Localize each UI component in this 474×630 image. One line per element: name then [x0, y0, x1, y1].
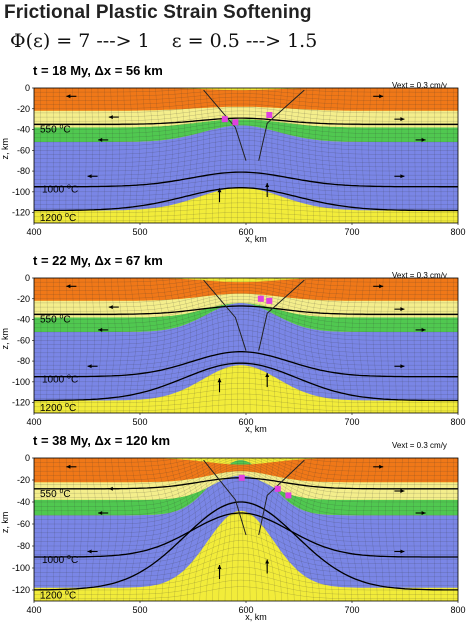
- shear-zone-right: [258, 89, 305, 161]
- x-tick-label: 600: [238, 227, 253, 237]
- panel-3-model: 0 -20 -40 -60 -80 -100 -120 400 500 600 700 800 x, k…: [0, 453, 466, 622]
- figure-title: Frictional Plastic Strain Softening: [4, 2, 312, 23]
- tracer-marker: [285, 492, 292, 499]
- epsilon-expression: ε = 0.5 ---> 1.5: [171, 30, 318, 52]
- x-axis-label: x, km: [245, 234, 267, 244]
- z-tick-label: -60: [17, 335, 30, 345]
- x-tick-label: 500: [132, 417, 147, 427]
- z-tick-label: -120: [12, 208, 30, 218]
- x-axis-label: x, km: [245, 424, 267, 434]
- z-tick-label: -120: [12, 398, 30, 408]
- x-tick-label: 400: [26, 605, 41, 615]
- panel-1-vext: Vext = 0.3 cm/y: [392, 81, 447, 90]
- z-tick-label: -80: [17, 541, 30, 551]
- x-tick-label: 800: [450, 227, 465, 237]
- isotherm-1200-label: 1200 oC: [40, 589, 76, 601]
- z-tick-label: -100: [12, 563, 30, 573]
- mantle-lithosphere-layer: [34, 460, 458, 516]
- x-tick-label: 600: [238, 605, 253, 615]
- isotherm-1200-label: 1200 oC: [40, 212, 76, 224]
- upper-crust-layer: [34, 458, 458, 483]
- panel-1-title: t = 18 My, Δx = 56 km: [33, 63, 163, 78]
- panel-3-vext: Vext = 0.3 cm/y: [392, 441, 447, 450]
- tracer-marker: [266, 112, 273, 118]
- isotherm-1200: [34, 187, 458, 212]
- z-tick-label: -40: [17, 125, 30, 135]
- isotherm-550-label: 550 oC: [40, 488, 71, 500]
- tracer-marker: [257, 295, 264, 302]
- x-tick-label: 500: [132, 605, 147, 615]
- z-tick-label: -100: [12, 187, 30, 197]
- panel-2-model: 0 -20 -40 -60 -80 -100 -120 400 500 600 700 800 x, k…: [0, 273, 466, 434]
- x-tick-label: 700: [344, 605, 359, 615]
- z-tick-label: -120: [12, 585, 30, 595]
- isotherm-1200-label: 1200 oC: [40, 402, 76, 414]
- shear-zone-left: [203, 279, 247, 351]
- tracer-marker: [221, 116, 228, 123]
- isotherm-1000-label: 1000 oC: [42, 554, 78, 566]
- panel-2-title: t = 22 My, Δx = 67 km: [33, 253, 163, 268]
- tracer-marker: [232, 119, 239, 126]
- panel-3-title: t = 38 My, Δx = 120 km: [33, 433, 171, 448]
- tracer-marker: [238, 474, 245, 481]
- z-tick-label: -20: [17, 104, 30, 114]
- z-tick-label: 0: [25, 453, 30, 463]
- x-tick-label: 700: [344, 417, 359, 427]
- z-tick-label: -20: [17, 294, 30, 304]
- z-tick-label: -40: [17, 315, 30, 325]
- panel-2-vext: Vext = 0.3 cm/y: [392, 271, 447, 280]
- strong-mantle-layer: [34, 125, 458, 211]
- z-axis-label: z, km: [0, 512, 10, 533]
- isotherm-550: [34, 305, 458, 315]
- lower-crust-layer: [34, 106, 458, 128]
- isotherm-1000: [34, 351, 458, 378]
- z-tick-label: -80: [17, 166, 30, 176]
- x-tick-label: 700: [344, 227, 359, 237]
- z-tick-label: -40: [17, 497, 30, 507]
- mantle-lithosphere-layer: [34, 119, 458, 142]
- lower-crust-layer: [34, 293, 458, 318]
- isotherm-1200: [34, 501, 458, 591]
- isotherm-550-label: 550 oC: [40, 124, 71, 136]
- z-tick-label: 0: [25, 83, 30, 93]
- x-axis-label: x, km: [245, 612, 267, 622]
- lower-crust-layer: [34, 471, 458, 500]
- x-tick-label: 800: [450, 417, 465, 427]
- z-tick-label: -20: [17, 475, 30, 485]
- shear-zone-right: [258, 279, 305, 351]
- shear-zone-left: [203, 459, 247, 536]
- x-tick-label: 800: [450, 605, 465, 615]
- shear-zone-left: [203, 89, 247, 161]
- phi-expression: Φ(ε) = 7 ---> 1: [10, 30, 150, 52]
- x-tick-label: 400: [26, 227, 41, 237]
- isotherm-550: [34, 117, 458, 125]
- isotherm-1000-label: 1000 oC: [42, 374, 78, 386]
- isotherm-1000: [34, 512, 458, 558]
- z-axis-label: z, km: [0, 138, 10, 160]
- tracer-marker: [274, 485, 281, 492]
- panel-1-model: 0 -20 -40 -60 -80 -100 -120 400 500 600 700 800 x, k…: [0, 83, 466, 244]
- isotherm-550-label: 550 oC: [40, 314, 71, 326]
- tracer-marker: [266, 297, 273, 304]
- strong-mantle-layer: [34, 460, 458, 588]
- shear-zone-right: [258, 459, 305, 536]
- isotherm-1200: [34, 362, 458, 402]
- upper-crust-layer: [34, 88, 458, 111]
- x-tick-label: 400: [26, 417, 41, 427]
- z-tick-label: -60: [17, 145, 30, 155]
- isotherm-1000: [34, 171, 458, 188]
- z-axis-label: z, km: [0, 328, 10, 350]
- isotherm-1000-label: 1000 oC: [42, 184, 78, 196]
- z-tick-label: -100: [12, 377, 30, 387]
- upper-crust-layer: [34, 278, 458, 301]
- isotherm-550: [34, 477, 458, 490]
- x-tick-label: 600: [238, 417, 253, 427]
- z-tick-label: 0: [25, 273, 30, 283]
- mantle-lithosphere-layer: [34, 302, 458, 332]
- z-tick-label: -80: [17, 356, 30, 366]
- z-tick-label: -60: [17, 519, 30, 529]
- x-tick-label: 500: [132, 227, 147, 237]
- softening-formula: Φ(ε) = 7 ---> 1 ε = 0.5 ---> 1.5: [10, 30, 317, 52]
